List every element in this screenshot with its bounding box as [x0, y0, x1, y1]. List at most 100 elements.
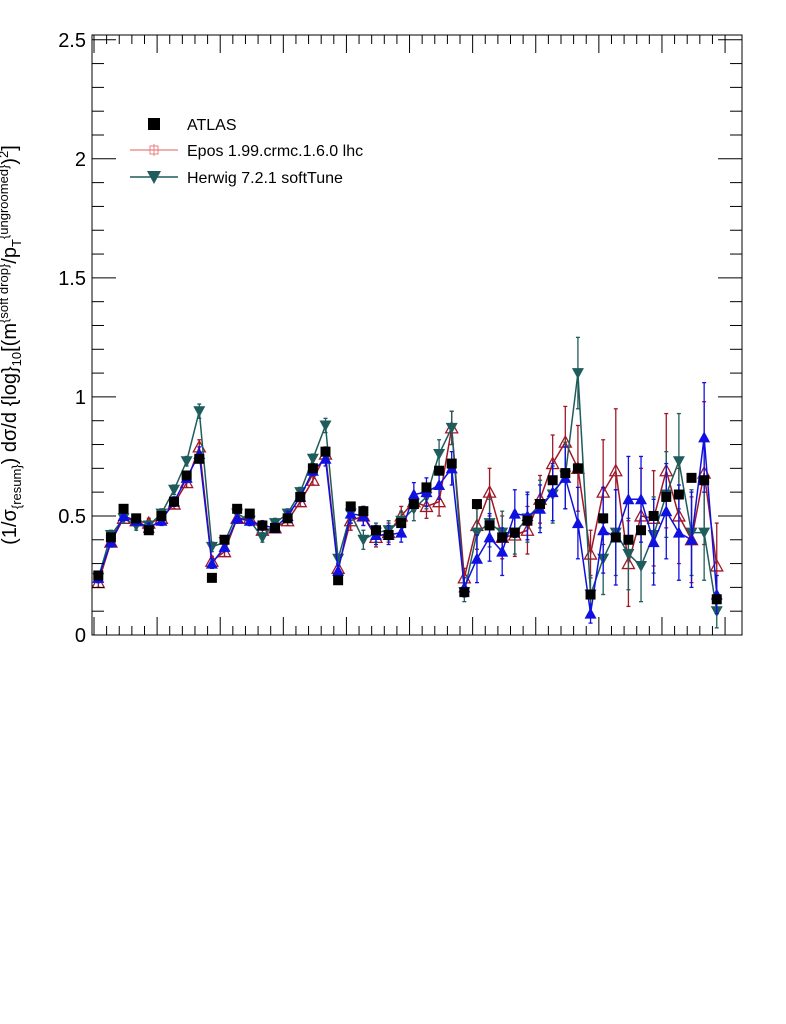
- data-point: [445, 422, 458, 434]
- data-point: [509, 527, 520, 538]
- data-point: [344, 507, 357, 519]
- data-point: [407, 488, 420, 500]
- series-0: [93, 446, 722, 605]
- data-point: [699, 475, 710, 486]
- data-point: [358, 506, 369, 517]
- data-point: [193, 406, 206, 418]
- data-point: [572, 463, 583, 474]
- data-point: [433, 479, 446, 490]
- data-point: [661, 491, 672, 502]
- data-point: [319, 420, 332, 432]
- data-point: [459, 587, 470, 598]
- y-tick-label: 0.5: [58, 506, 86, 528]
- data-point: [497, 532, 508, 543]
- data-point: [471, 499, 482, 510]
- data-point: [256, 532, 269, 544]
- legend: ATLAS Epos 1.99.crmc.1.6.0 lhc Herwig 7.2.…: [130, 117, 363, 187]
- y-tick-label: 1.5: [58, 268, 86, 290]
- data-point: [357, 534, 370, 546]
- data-point: [332, 553, 345, 565]
- data-point: [535, 499, 546, 510]
- data-point: [219, 534, 230, 545]
- legend-label: Epos 1.99.crmc.1.6.0 lhc: [187, 143, 363, 160]
- series-line: [97, 373, 718, 612]
- data-point: [180, 456, 193, 468]
- data-point: [156, 510, 167, 521]
- data-point: [383, 530, 394, 540]
- data-point: [635, 493, 648, 505]
- axes-layer: 0 0.5 1 1.5 2 2.5: [58, 30, 742, 647]
- data-point: [143, 525, 154, 536]
- legend-marker-herwig: [147, 171, 161, 184]
- data-point: [270, 522, 281, 533]
- data-point: [408, 499, 419, 510]
- data-point: [698, 527, 711, 539]
- data-point: [483, 531, 496, 543]
- y-tick-label: 2.5: [58, 30, 86, 52]
- series-layer: [91, 336, 724, 629]
- data-point: [257, 520, 268, 531]
- data-point: [231, 512, 244, 524]
- data-point: [320, 446, 331, 457]
- data-point: [232, 503, 243, 514]
- y-tick-label: 1: [75, 387, 86, 409]
- data-point: [118, 503, 129, 514]
- data-point: [105, 532, 116, 543]
- data-point: [546, 486, 559, 498]
- data-point: [194, 453, 205, 464]
- data-point: [470, 552, 483, 564]
- data-point: [333, 575, 344, 586]
- data-point: [434, 465, 445, 476]
- data-point: [206, 572, 217, 583]
- data-point: [648, 510, 659, 521]
- data-point: [168, 484, 181, 496]
- data-point: [484, 520, 495, 531]
- data-point: [585, 589, 596, 600]
- data-point: [623, 534, 634, 545]
- data-point: [282, 513, 293, 524]
- data-point: [571, 517, 584, 529]
- data-point: [370, 525, 381, 536]
- data-point: [305, 472, 320, 486]
- data-point: [508, 507, 521, 519]
- y-tick-label: 0: [75, 625, 86, 647]
- data-point: [419, 499, 434, 513]
- data-point: [560, 468, 571, 479]
- data-point: [672, 526, 685, 538]
- series-line: [97, 427, 718, 583]
- data-point: [431, 494, 447, 508]
- data-point: [218, 540, 231, 552]
- plot-frame: [91, 34, 743, 636]
- data-point: [622, 549, 635, 561]
- series-line: [97, 437, 718, 614]
- data-point: [470, 527, 483, 539]
- data-point: [433, 449, 446, 461]
- data-point: [622, 493, 635, 505]
- data-point: [610, 532, 621, 543]
- data-point: [635, 560, 648, 572]
- data-point: [205, 541, 218, 553]
- data-point: [584, 607, 597, 619]
- data-point: [181, 470, 192, 481]
- data-point: [482, 484, 497, 498]
- data-point: [307, 463, 318, 474]
- data-point: [332, 564, 345, 576]
- data-point: [636, 525, 647, 536]
- data-point: [421, 482, 432, 493]
- data-point: [685, 533, 698, 545]
- legend-label: ATLAS: [187, 117, 237, 134]
- data-point: [205, 557, 218, 569]
- data-point: [395, 526, 408, 538]
- data-point: [345, 501, 356, 512]
- legend-label: Herwig 7.2.1 softTune: [187, 170, 343, 187]
- data-point: [396, 518, 407, 529]
- data-point: [496, 545, 509, 557]
- data-point: [169, 496, 180, 507]
- data-point: [597, 524, 610, 536]
- data-point: [660, 505, 673, 517]
- data-point: [672, 456, 685, 468]
- data-point: [306, 453, 319, 465]
- data-point: [319, 452, 332, 464]
- data-point: [522, 515, 533, 526]
